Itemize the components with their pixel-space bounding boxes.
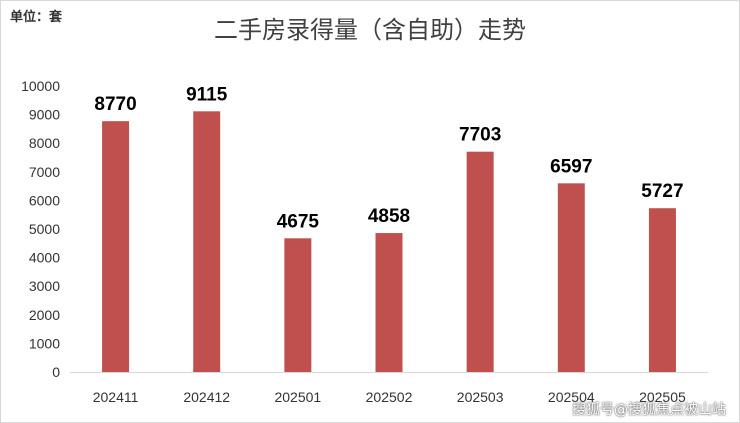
bar: [648, 208, 676, 372]
y-tick-label: 8000: [29, 135, 60, 151]
y-tick-label: 6000: [29, 192, 60, 208]
data-label: 4675: [277, 211, 320, 232]
y-tick-label: 1000: [29, 335, 60, 351]
bar: [102, 121, 130, 372]
data-label: 5727: [641, 181, 683, 202]
data-label: 8770: [94, 94, 136, 115]
y-tick-label: 3000: [29, 278, 60, 294]
data-label: 7703: [459, 125, 501, 146]
data-labels: 8770 9115 4675 4858 7703 6597 5727: [94, 84, 683, 232]
x-tick-label: 202505: [639, 389, 686, 405]
y-tick-label: 7000: [29, 164, 60, 180]
y-tick-label: 9000: [29, 107, 60, 123]
x-tick-label: 202411: [93, 389, 139, 405]
bar: [466, 151, 494, 372]
bars: [102, 111, 676, 372]
bar: [284, 238, 312, 372]
x-tick-label: 202501: [274, 389, 321, 405]
watermark: 搜狐号@搜狐焦点被山站: [572, 402, 726, 418]
data-label: 4858: [368, 206, 410, 227]
unit-label: 单位：套: [10, 10, 63, 25]
y-tick-label: 4000: [29, 250, 60, 266]
bar: [557, 183, 585, 372]
data-label: 6597: [550, 156, 592, 177]
y-tick-label: 10000: [21, 78, 60, 94]
bar: [375, 233, 403, 372]
y-tick-label: 2000: [29, 307, 60, 323]
y-axis-ticks: 0 1000 2000 3000 4000 5000 6000 7000 8000 9000 100…: [21, 78, 60, 380]
x-tick-label: 202503: [457, 389, 504, 405]
x-tick-label: 202412: [183, 389, 230, 405]
x-axis-ticks: 202411 202412 202501 202502 202503 202504 2025…: [93, 389, 686, 405]
y-tick-label: 0: [52, 364, 60, 380]
x-tick-label: 202502: [366, 389, 413, 405]
y-tick-label: 5000: [29, 221, 60, 237]
chart-title: 二手房录得量（含自助）走势: [214, 16, 526, 44]
data-label: 9115: [186, 84, 228, 105]
bar: [193, 111, 221, 372]
x-tick-label: 202504: [548, 389, 595, 405]
